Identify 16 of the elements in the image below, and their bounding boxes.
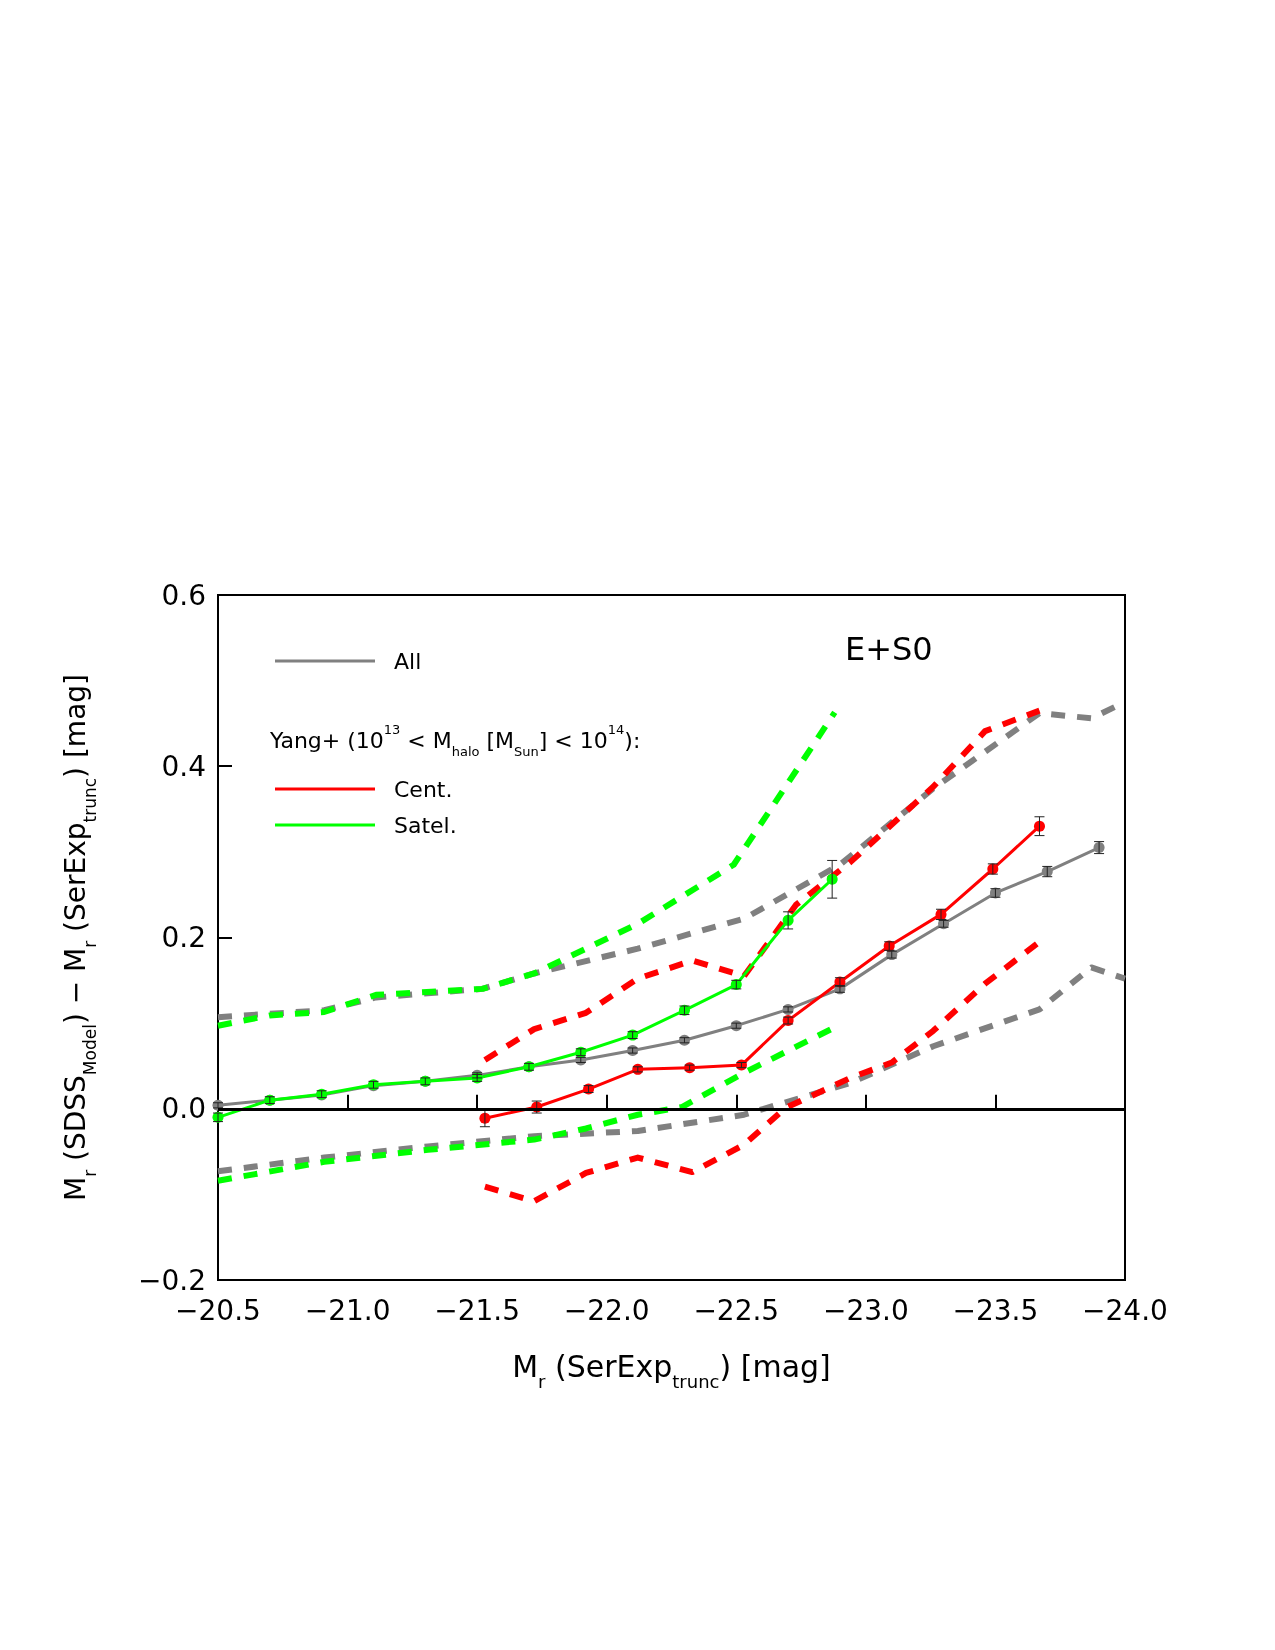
y-tick-label: 0.0 <box>161 1092 206 1126</box>
x-tick-label: −23.5 <box>952 1293 1039 1327</box>
y-tick-label: 0.4 <box>161 749 206 783</box>
x-tick-label: −21.5 <box>434 1293 521 1327</box>
legend-label: All <box>394 648 422 674</box>
y-tick-label: 0.2 <box>161 921 206 954</box>
y-tick-label: 0.6 <box>161 578 206 612</box>
x-tick-label: −21.0 <box>304 1293 391 1327</box>
x-tick-label: −24.0 <box>1082 1293 1168 1327</box>
legend-label: Cent. <box>394 776 453 802</box>
annotation: E+S0 <box>845 630 933 668</box>
x-tick-label: −22.5 <box>693 1293 780 1327</box>
x-tick-label: −23.0 <box>822 1293 909 1327</box>
x-tick-label: −22.0 <box>563 1293 650 1327</box>
text: Mr (SDSSModel) − Mr (SerExptrunc) [mag] <box>59 673 100 1202</box>
legend-label: Satel. <box>394 812 457 838</box>
